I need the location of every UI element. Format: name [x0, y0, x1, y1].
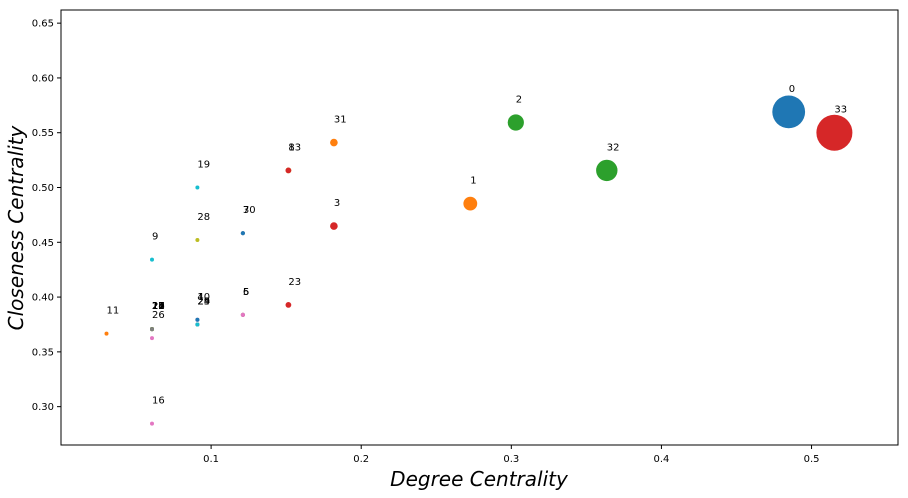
node-label-21: 21 — [152, 301, 165, 312]
node-label-6: 6 — [243, 287, 249, 298]
node-label-27: 27 — [152, 301, 165, 312]
y-tick-label: 0.65 — [32, 19, 54, 30]
x-tick-label: 0.2 — [353, 454, 369, 465]
node-label-12: 12 — [152, 301, 165, 312]
y-tick-label: 0.40 — [32, 293, 54, 304]
y-tick-label: 0.60 — [32, 73, 54, 84]
node-label-33: 33 — [834, 105, 847, 116]
points-layer — [104, 95, 853, 426]
node-label-20: 20 — [152, 301, 165, 312]
x-axis-title: Degree Centrality — [390, 467, 569, 491]
node-label-18: 18 — [152, 301, 165, 312]
y-tick-label: 0.45 — [32, 238, 54, 249]
node-label-24: 24 — [197, 297, 210, 308]
point-node-16 — [150, 421, 154, 426]
node-label-4: 4 — [197, 292, 203, 303]
node-label-22: 22 — [152, 301, 165, 312]
point-node-30 — [240, 231, 245, 236]
point-node-0 — [772, 95, 806, 129]
node-label-13: 13 — [288, 142, 301, 153]
y-tick-label: 0.55 — [32, 128, 54, 139]
node-label-31: 31 — [334, 115, 347, 126]
y-tick-label: 0.50 — [32, 183, 54, 194]
node-label-3: 3 — [334, 198, 340, 209]
node-label-14: 14 — [152, 301, 165, 312]
node-label-28: 28 — [197, 212, 210, 223]
y-tick-label: 0.30 — [32, 402, 54, 413]
point-node-10 — [195, 317, 200, 322]
point-node-28 — [195, 238, 200, 242]
node-label-16: 16 — [152, 396, 165, 407]
point-node-33 — [816, 114, 853, 151]
y-axis-ticks: 0.30 0.35 0.40 0.45 0.50 0.55 0.60 0.65 — [32, 19, 61, 413]
point-node-32 — [596, 159, 618, 182]
x-tick-label: 0.5 — [804, 454, 820, 465]
node-label-30: 30 — [243, 205, 256, 216]
y-axis-title: Closeness Centrality — [4, 124, 28, 330]
node-label-29: 29 — [197, 297, 210, 308]
node-label-11: 11 — [107, 306, 120, 317]
y-tick-label: 0.35 — [32, 347, 54, 358]
point-node-26 — [150, 336, 154, 341]
node-label-2: 2 — [516, 95, 522, 106]
x-axis-ticks: 0.1 0.2 0.3 0.4 0.5 — [203, 445, 819, 465]
point-node-19 — [195, 185, 200, 190]
node-label-19: 19 — [197, 160, 210, 171]
node-label-7: 7 — [243, 205, 249, 216]
point-node-23 — [285, 302, 292, 308]
x-tick-label: 0.1 — [203, 454, 219, 465]
x-tick-label: 0.3 — [503, 454, 519, 465]
node-label-32: 32 — [607, 142, 620, 153]
node-label-5: 5 — [243, 287, 249, 298]
point-node-31 — [330, 138, 338, 147]
point-node-13 — [285, 167, 292, 174]
node-label-26: 26 — [152, 310, 165, 321]
point-node-9 — [150, 257, 154, 262]
node-label-9: 9 — [152, 232, 158, 243]
point-node-11 — [104, 331, 109, 336]
node-label-10: 10 — [197, 292, 210, 303]
point-node-6 — [240, 312, 245, 317]
node-label-15: 15 — [152, 301, 165, 312]
x-tick-label: 0.4 — [653, 454, 669, 465]
node-label-23: 23 — [288, 277, 301, 288]
point-node-27 — [150, 327, 154, 332]
point-node-1 — [463, 196, 478, 211]
node-label-0: 0 — [789, 84, 795, 95]
node-label-17: 17 — [152, 301, 165, 312]
plot-frame — [60, 9, 899, 446]
node-label-8: 8 — [288, 142, 294, 153]
point-node-3 — [330, 222, 338, 230]
node-label-1: 1 — [470, 176, 476, 187]
point-node-2 — [507, 114, 524, 131]
point-node-29 — [195, 322, 200, 327]
node-label-25: 25 — [197, 297, 210, 308]
